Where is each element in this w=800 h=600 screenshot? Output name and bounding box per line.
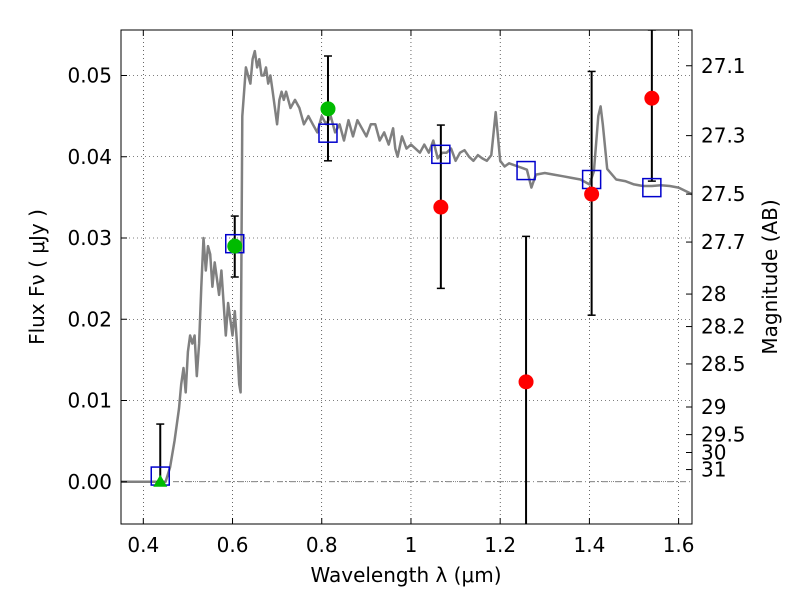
- triangle-marker: [153, 474, 168, 487]
- error-bars: [156, 30, 656, 524]
- y2-tick-label: 31: [701, 458, 726, 482]
- y-tick-label: 0.02: [67, 307, 112, 331]
- axis-ticks: 0.4 0.6 0.8 1 1.2 1.4 1.6 0.00 0.01 0.02 0.03 0.04 0…: [67, 30, 746, 557]
- model-spectrum: [121, 49, 692, 484]
- x-tick-label: 1.6: [663, 533, 695, 557]
- circle-marker: [644, 90, 660, 106]
- y2-tick-label: 29.5: [701, 423, 746, 447]
- square-marker: [318, 123, 338, 143]
- x-tick-label: 0.6: [217, 533, 249, 557]
- y2-tick-label: 29: [701, 395, 726, 419]
- circle-marker: [227, 238, 243, 254]
- circle-marker: [518, 374, 534, 390]
- square-marker: [431, 144, 451, 165]
- square-marker: [516, 160, 536, 181]
- y2-tick-label: 28: [701, 282, 726, 306]
- y2-axis-label: Magnitude (AB): [758, 199, 782, 354]
- circle-marker: [320, 101, 336, 117]
- y2-tick-label: 27.5: [701, 182, 746, 206]
- square-marker: [642, 177, 662, 198]
- y-axis-label: Flux Fν ( μJy ): [25, 209, 49, 345]
- y-tick-label: 0.05: [67, 64, 112, 88]
- x-tick-label: 0.8: [306, 533, 338, 557]
- y2-tick-label: 27.3: [701, 124, 746, 148]
- circle-marker: [433, 199, 449, 215]
- plot-frame: [120, 29, 693, 525]
- y2-tick-label: 27.7: [701, 230, 746, 254]
- y2-tick-label: 30: [701, 441, 726, 465]
- y-tick-label: 0.03: [67, 226, 112, 250]
- circle-marker: [584, 186, 600, 202]
- grid: [121, 30, 692, 524]
- y-tick-label: 0.00: [67, 470, 112, 494]
- y2-tick-label: 28.2: [701, 315, 746, 339]
- x-tick-label: 0.4: [127, 533, 159, 557]
- model-spectrum-line: [121, 49, 692, 484]
- y2-tick-label: 28.5: [701, 352, 746, 376]
- x-axis-label: Wavelength λ (μm): [310, 563, 501, 587]
- x-tick-label: 1.4: [573, 533, 605, 557]
- y-tick-label: 0.01: [67, 389, 112, 413]
- x-tick-label: 1.2: [484, 533, 516, 557]
- data-markers: [150, 90, 662, 487]
- x-tick-label: 1: [405, 533, 418, 557]
- y-tick-label: 0.04: [67, 145, 112, 169]
- y2-tick-label: 27.1: [701, 54, 746, 78]
